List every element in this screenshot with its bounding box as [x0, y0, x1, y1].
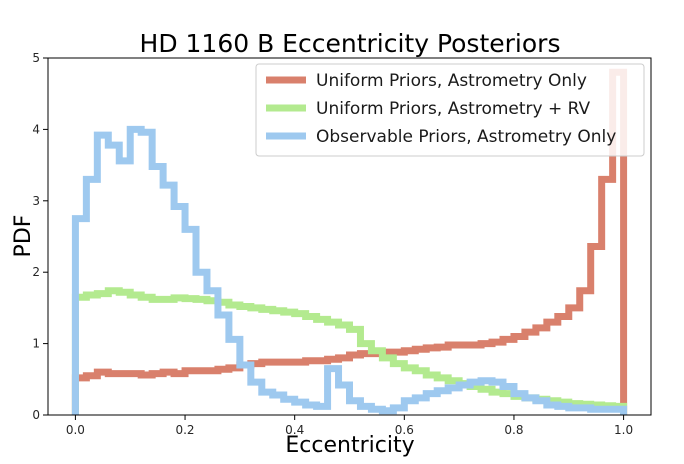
x-tick-label: 0.0	[66, 423, 85, 437]
legend-label-1: Uniform Priors, Astrometry Only	[316, 71, 587, 91]
y-tick-label: 1	[32, 337, 40, 351]
y-tick-label: 0	[32, 408, 40, 422]
y-tick-label: 2	[32, 265, 40, 279]
chart-title: HD 1160 B Eccentricity Posteriors	[140, 29, 561, 58]
y-tick-label: 3	[32, 194, 40, 208]
legend-label-3: Observable Priors, Astrometry Only	[316, 127, 616, 147]
series-line-3	[71, 125, 628, 415]
legend-items: Uniform Priors, Astrometry Only Uniform P…	[266, 71, 616, 147]
x-tick-label: 1.0	[614, 423, 633, 437]
legend: Uniform Priors, Astrometry Only Uniform P…	[255, 63, 645, 157]
x-tick-label: 0.2	[175, 423, 194, 437]
y-tick-label: 4	[32, 122, 40, 136]
series-line-1	[71, 68, 628, 415]
legend-label-2: Uniform Priors, Astrometry + RV	[316, 99, 591, 119]
ticks-layer: 0.0 0.2 0.4 0.6 0.8 1.0 0 1 2 3 4 5	[32, 51, 633, 437]
y-axis-label: PDF	[11, 215, 36, 258]
series-layer	[71, 68, 628, 415]
x-tick-label: 0.4	[285, 423, 304, 437]
plot-frame	[47, 57, 652, 416]
legend-box	[255, 63, 645, 157]
x-tick-label: 0.8	[504, 423, 523, 437]
x-tick-label: 0.6	[395, 423, 414, 437]
y-tick-label: 5	[32, 51, 40, 65]
x-axis-label: Eccentricity	[285, 433, 414, 458]
